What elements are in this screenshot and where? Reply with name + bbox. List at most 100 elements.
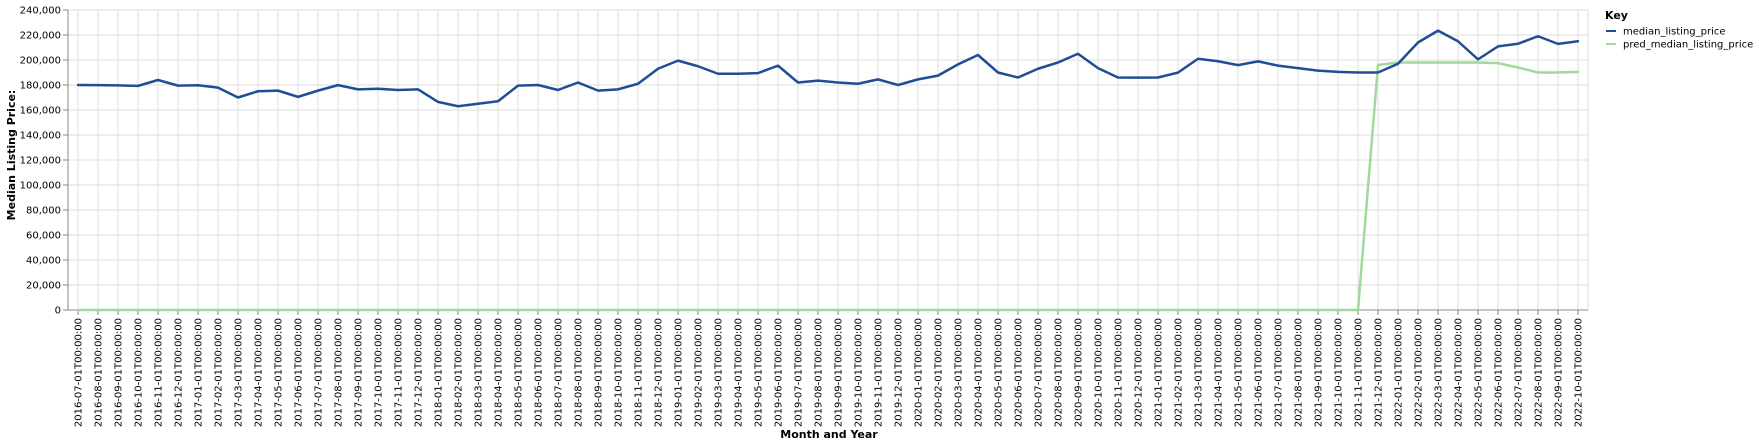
x-tick-label: 2018-11-01T00:00:00	[634, 318, 645, 427]
x-tick-label: 2021-08-01T00:00:00	[1294, 318, 1305, 427]
x-tick-label: 2022-08-01T00:00:00	[1534, 318, 1545, 427]
x-axis-title: Month and Year	[780, 428, 878, 441]
x-tick-label: 2021-11-01T00:00:00	[1354, 318, 1365, 427]
x-tick-label: 2018-04-01T00:00:00	[494, 318, 505, 427]
x-tick-label: 2018-03-01T00:00:00	[474, 318, 485, 427]
x-tick-label: 2017-11-01T00:00:00	[394, 318, 405, 427]
x-tick-label: 2020-01-01T00:00:00	[914, 318, 925, 427]
x-tick-label: 2021-04-01T00:00:00	[1214, 318, 1225, 427]
x-tick-label: 2019-03-01T00:00:00	[714, 318, 725, 427]
x-tick-label: 2018-10-01T00:00:00	[614, 318, 625, 427]
x-tick-label: 2019-07-01T00:00:00	[794, 318, 805, 427]
y-axis-title: Median Listing Price:	[5, 90, 18, 221]
x-tick-label: 2018-09-01T00:00:00	[594, 318, 605, 427]
x-tick-label: 2017-08-01T00:00:00	[334, 318, 345, 427]
x-tick-label: 2020-05-01T00:00:00	[994, 318, 1005, 427]
x-tick-label: 2022-07-01T00:00:00	[1514, 318, 1525, 427]
x-tick-label: 2019-11-01T00:00:00	[874, 318, 885, 427]
x-tick-label: 2017-07-01T00:00:00	[314, 318, 325, 427]
x-tick-label: 2021-06-01T00:00:00	[1254, 318, 1265, 427]
x-tick-label: 2020-04-01T00:00:00	[974, 318, 985, 427]
y-tick-label: 160,000	[20, 106, 61, 117]
legend-title: Key	[1605, 9, 1628, 22]
x-tick-label: 2021-12-01T00:00:00	[1374, 318, 1385, 427]
x-tick-label: 2019-10-01T00:00:00	[854, 318, 865, 427]
grid-lines	[67, 9, 1589, 311]
y-axis: 0 20,000 40,000 60,000 80,000 100,000 120,000 1…	[20, 6, 69, 317]
x-tick-label: 2021-05-01T00:00:00	[1234, 318, 1245, 427]
x-tick-label: 2018-08-01T00:00:00	[574, 318, 585, 427]
series-line-pred-median-listing-price	[76, 61, 1580, 312]
x-tick-label: 2019-04-01T00:00:00	[734, 318, 745, 427]
x-tick-label: 2016-09-01T00:00:00	[114, 318, 125, 427]
y-tick-label: 180,000	[20, 81, 61, 92]
x-tick-label: 2017-10-01T00:00:00	[374, 318, 385, 427]
x-axis: 2016-07-01T00:00:00 2016-08-01T00:00:00 20…	[68, 309, 1588, 427]
y-tick-label: 60,000	[26, 231, 61, 242]
x-tick-label: 2022-04-01T00:00:00	[1454, 318, 1465, 427]
x-tick-label: 2017-02-01T00:00:00	[214, 318, 225, 427]
x-tick-label: 2018-12-01T00:00:00	[654, 318, 665, 427]
x-tick-label: 2022-05-01T00:00:00	[1474, 318, 1485, 427]
x-tick-label: 2019-09-01T00:00:00	[834, 318, 845, 427]
x-tick-label: 2021-01-01T00:00:00	[1154, 318, 1165, 427]
x-tick-label: 2018-05-01T00:00:00	[514, 318, 525, 427]
y-tick-label: 120,000	[20, 156, 61, 167]
x-tick-label: 2022-03-01T00:00:00	[1434, 318, 1445, 427]
x-tick-label: 2016-08-01T00:00:00	[94, 318, 105, 427]
x-tick-label: 2022-01-01T00:00:00	[1394, 318, 1405, 427]
x-tick-label: 2020-09-01T00:00:00	[1074, 318, 1085, 427]
y-tick-label: 200,000	[20, 56, 61, 67]
x-tick-label: 2022-02-01T00:00:00	[1414, 318, 1425, 427]
x-tick-label: 2016-12-01T00:00:00	[174, 318, 185, 427]
y-tick-label: 0	[55, 306, 61, 317]
x-tick-label: 2017-05-01T00:00:00	[274, 318, 285, 427]
x-tick-label: 2020-12-01T00:00:00	[1134, 318, 1145, 427]
x-tick-label: 2019-02-01T00:00:00	[694, 318, 705, 427]
y-tick-label: 140,000	[20, 131, 61, 142]
y-tick-label: 20,000	[26, 281, 61, 292]
legend-label: pred_median_listing_price	[1623, 40, 1753, 51]
x-tick-label: 2018-01-01T00:00:00	[434, 318, 445, 427]
x-tick-label: 2017-04-01T00:00:00	[254, 318, 265, 427]
x-tick-label: 2020-10-01T00:00:00	[1094, 318, 1105, 427]
y-tick-label: 80,000	[26, 206, 61, 217]
x-tick-label: 2016-11-01T00:00:00	[154, 318, 165, 427]
x-tick-label: 2020-03-01T00:00:00	[954, 318, 965, 427]
series-line-median-listing-price	[76, 29, 1580, 108]
x-tick-label: 2022-10-01T00:00:00	[1574, 318, 1585, 427]
x-tick-label: 2019-05-01T00:00:00	[754, 318, 765, 427]
x-tick-label: 2017-01-01T00:00:00	[194, 318, 205, 427]
legend: Key median_listing_price pred_median_list…	[1605, 9, 1753, 51]
x-tick-label: 2020-06-01T00:00:00	[1014, 318, 1025, 427]
x-tick-label: 2018-02-01T00:00:00	[454, 318, 465, 427]
x-tick-label: 2017-12-01T00:00:00	[414, 318, 425, 427]
x-tick-label: 2019-01-01T00:00:00	[674, 318, 685, 427]
x-tick-label: 2019-12-01T00:00:00	[894, 318, 905, 427]
x-tick-label: 2021-07-01T00:00:00	[1274, 318, 1285, 427]
legend-label: median_listing_price	[1623, 27, 1726, 38]
x-tick-label: 2020-08-01T00:00:00	[1054, 318, 1065, 427]
y-tick-label: 100,000	[20, 181, 61, 192]
x-tick-label: 2017-09-01T00:00:00	[354, 318, 365, 427]
x-tick-label: 2018-06-01T00:00:00	[534, 318, 545, 427]
x-tick-label: 2020-07-01T00:00:00	[1034, 318, 1045, 427]
x-tick-label: 2017-03-01T00:00:00	[234, 318, 245, 427]
x-tick-label: 2021-10-01T00:00:00	[1334, 318, 1345, 427]
x-tick-label: 2021-02-01T00:00:00	[1174, 318, 1185, 427]
x-tick-label: 2022-06-01T00:00:00	[1494, 318, 1505, 427]
x-tick-label: 2016-10-01T00:00:00	[134, 318, 145, 427]
x-tick-label: 2018-07-01T00:00:00	[554, 318, 565, 427]
x-tick-label: 2019-08-01T00:00:00	[814, 318, 825, 427]
x-tick-label: 2021-09-01T00:00:00	[1314, 318, 1325, 427]
x-tick-label: 2016-07-01T00:00:00	[74, 318, 85, 427]
x-tick-label: 2020-02-01T00:00:00	[934, 318, 945, 427]
x-tick-label: 2019-06-01T00:00:00	[774, 318, 785, 427]
x-tick-label: 2017-06-01T00:00:00	[294, 318, 305, 427]
series-lines	[76, 29, 1580, 312]
y-tick-label: 220,000	[20, 31, 61, 42]
y-tick-label: 40,000	[26, 256, 61, 267]
y-tick-label: 240,000	[20, 6, 61, 17]
x-tick-label: 2022-09-01T00:00:00	[1554, 318, 1565, 427]
